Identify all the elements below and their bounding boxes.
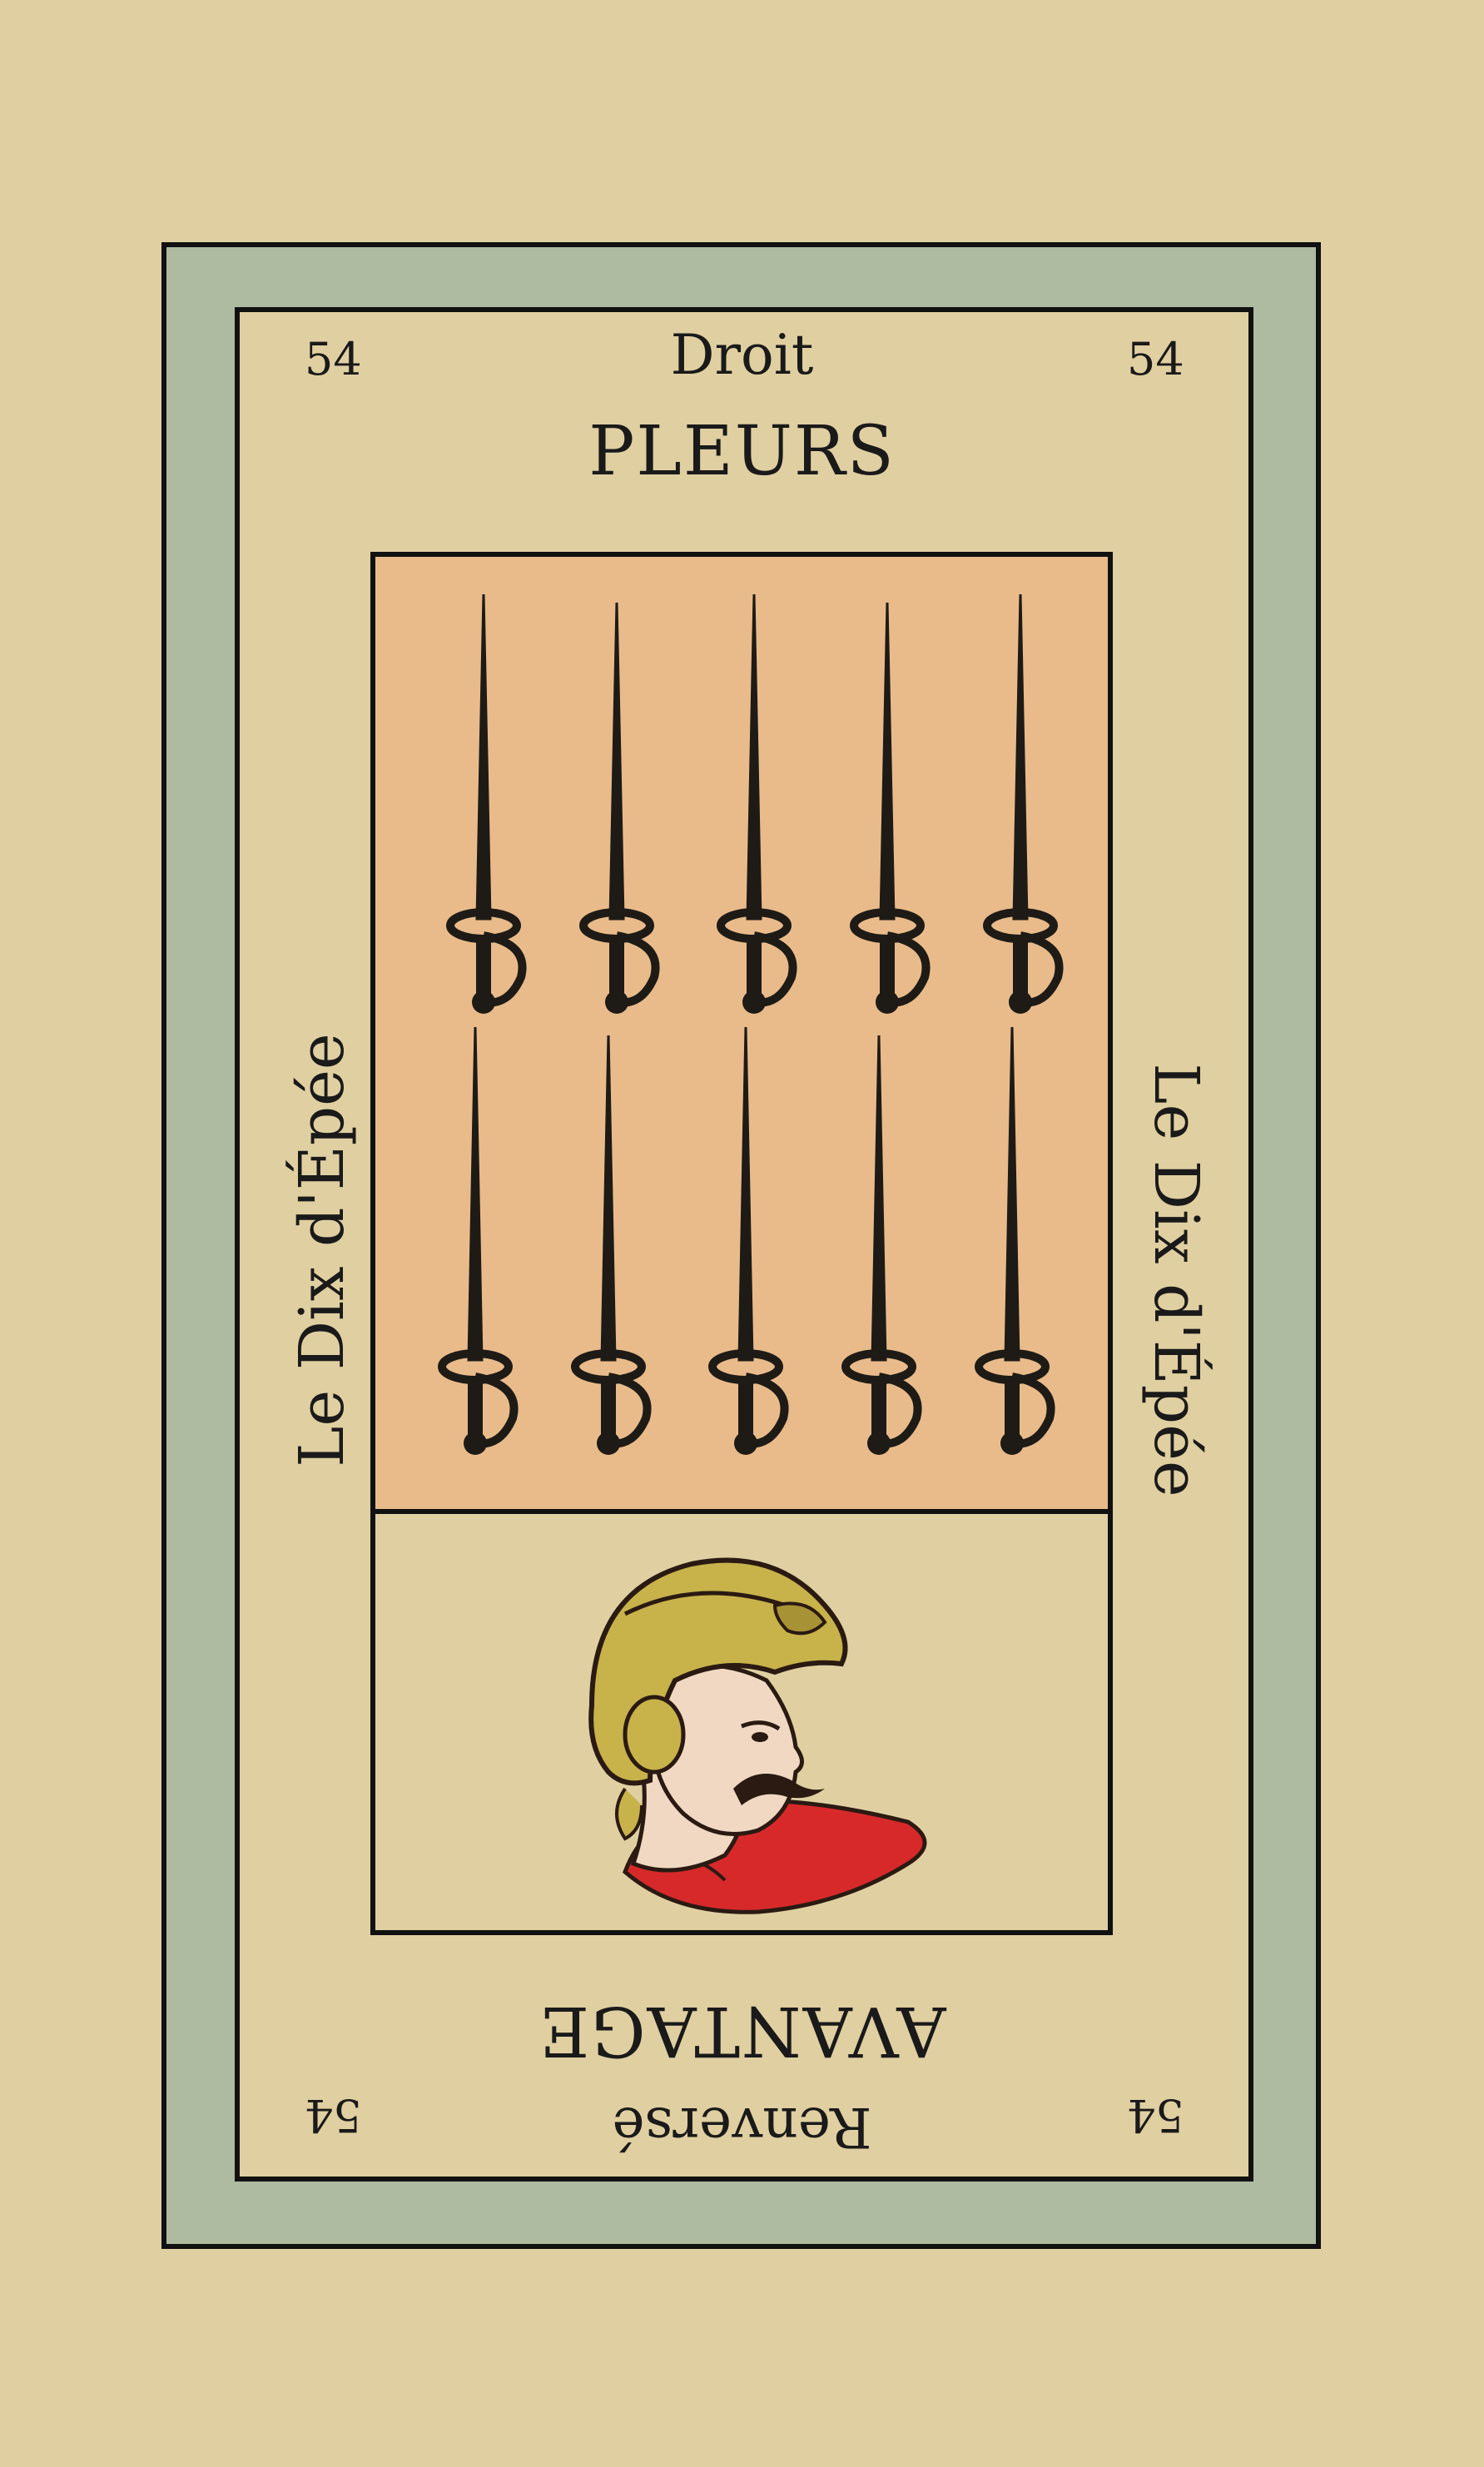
sword-icon [717, 593, 797, 1014]
swords-illustration [370, 552, 1113, 1514]
portrait-panel [370, 1509, 1113, 1935]
sword-icon [841, 1035, 922, 1455]
sword-icon [579, 602, 660, 1014]
card-number-top-right: 54 [1127, 333, 1184, 385]
reversed-meaning: AVANTAGE [538, 1991, 946, 2070]
sword-icon [571, 1035, 652, 1455]
upright-meaning: PLEURS [588, 412, 896, 491]
upright-label: Droit [670, 323, 814, 387]
sword-icon [850, 602, 931, 1014]
sword-icon [975, 1026, 1055, 1455]
sword-icon [446, 593, 527, 1014]
sword-icon [708, 1026, 789, 1455]
card-number-top-left: 54 [305, 333, 362, 385]
swords-illustration-svg [438, 593, 1064, 1455]
sword-icon [983, 593, 1064, 1014]
reversed-label: Renversé [612, 2095, 872, 2159]
card-number-bottom-right: 54 [1127, 2089, 1184, 2142]
card-name-right: Le Dix d'Épée [1140, 1063, 1212, 1497]
card-number-bottom-left: 54 [305, 2089, 362, 2142]
card-name-left: Le Dix d'Épée [286, 1033, 358, 1467]
sword-icon [438, 1026, 519, 1455]
helmeted-man-portrait-icon [588, 1557, 927, 1914]
